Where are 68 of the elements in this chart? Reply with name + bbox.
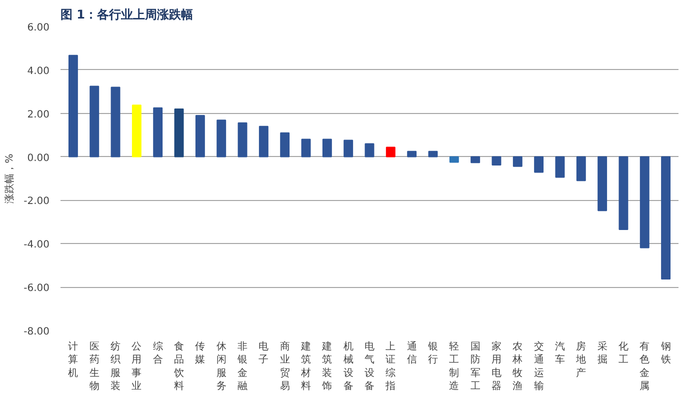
y-tick-label: -4.00 <box>24 240 50 251</box>
x-tick-label: 银行 <box>426 342 438 366</box>
x-tick-label: 汽车 <box>554 340 565 366</box>
x-tick-label: 采掘 <box>597 340 608 366</box>
x-tick-label: 上证综指 <box>384 340 396 392</box>
x-tick-label: 电子 <box>258 340 269 366</box>
bar <box>512 156 522 167</box>
x-tick-label: 房地产 <box>575 340 586 379</box>
x-tick-label: 钢铁 <box>660 342 671 366</box>
bar <box>640 156 650 248</box>
x-tick-label: 商业贸易 <box>280 340 290 392</box>
x-tick-label: 家用电器 <box>491 340 502 392</box>
bar <box>68 54 78 158</box>
bar <box>132 104 142 158</box>
bar <box>470 156 480 164</box>
x-tick-label: 休闲服务 <box>216 342 226 392</box>
x-tick-label: 纺织服装 <box>110 340 121 392</box>
x-tick-label: 计算机 <box>68 340 78 379</box>
x-tick-label: 农林牧渔 <box>512 342 523 392</box>
x-tick-label: 公用事业 <box>132 340 142 392</box>
bar <box>428 150 438 158</box>
x-tick-label: 有色金属 <box>640 340 650 392</box>
y-tick-label: 2.00 <box>27 109 50 120</box>
bar <box>661 156 671 280</box>
bar <box>238 122 248 158</box>
x-tick-label: 轻工制造 <box>449 340 460 392</box>
bar <box>301 138 311 158</box>
bar <box>534 156 544 173</box>
x-tick-label: 传媒 <box>195 342 206 366</box>
bar <box>322 138 332 158</box>
y-tick-label: 0.00 <box>27 152 50 164</box>
bar <box>195 115 205 158</box>
x-tick-label: 综合 <box>152 340 163 366</box>
bar <box>258 126 268 158</box>
bar <box>90 86 100 158</box>
y-tick-label: -2.00 <box>24 196 50 208</box>
bar <box>598 156 608 212</box>
x-tick-label: 非银金融 <box>236 340 248 392</box>
bar <box>576 156 586 182</box>
y-tick-label: -6.00 <box>24 283 50 294</box>
x-tick-label: 食品饮料 <box>173 340 184 392</box>
bar <box>386 146 396 158</box>
bar <box>153 107 163 158</box>
bar <box>449 156 459 163</box>
bar <box>555 156 565 178</box>
bar <box>407 150 417 158</box>
x-tick-label: 建筑装饰 <box>321 340 332 392</box>
bar <box>280 132 290 158</box>
bar <box>110 86 120 158</box>
bar <box>174 108 184 158</box>
bar <box>364 143 374 158</box>
x-tick-label: 国防军工 <box>470 342 480 392</box>
x-tick-label: 化工 <box>618 340 628 366</box>
y-tick-label: 6.00 <box>27 22 50 34</box>
bar <box>344 140 354 158</box>
x-tick-label: 交通运输 <box>534 340 544 392</box>
y-tick-label: -8.00 <box>24 326 50 338</box>
x-tick-label: 通信 <box>406 340 417 366</box>
x-tick-label: 建筑材料 <box>300 340 312 392</box>
chart-title: 图 1：各行业上周涨跌幅 <box>60 8 194 22</box>
bar <box>618 156 628 230</box>
bar <box>492 156 502 166</box>
y-tick-label: 4.00 <box>27 66 50 77</box>
x-tick-label: 医药生物 <box>89 342 100 392</box>
x-tick-label: 机械设备 <box>343 340 354 392</box>
y-axis-title: 涨跌幅，% <box>4 154 16 204</box>
x-tick-label: 电气设备 <box>364 340 374 392</box>
bar <box>216 120 226 158</box>
